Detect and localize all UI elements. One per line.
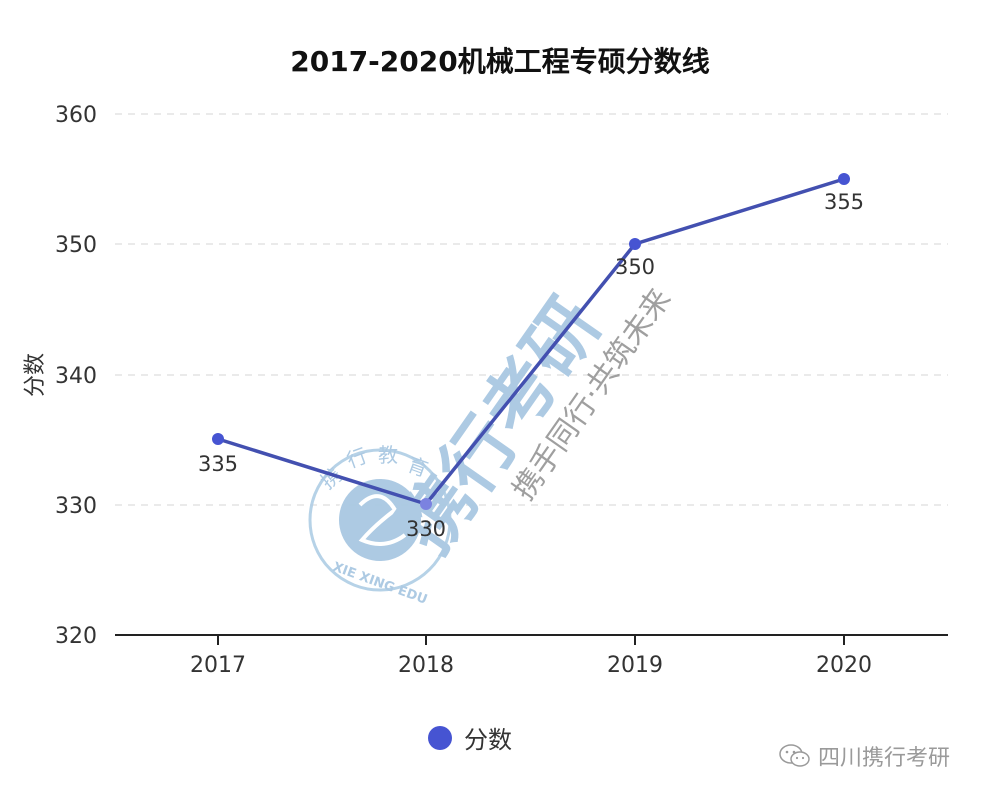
series-line: 335 330 350 355	[198, 173, 864, 541]
chart-title: 2017-2020机械工程专硕分数线	[290, 45, 710, 78]
data-point[interactable]	[629, 238, 641, 250]
footer-watermark: 四川携行考研	[778, 740, 950, 772]
legend-marker-icon	[428, 725, 452, 750]
x-tick-label: 2018	[398, 653, 454, 678]
data-label: 330	[406, 517, 446, 541]
y-tick-label: 350	[55, 233, 97, 258]
x-axis: 2017 2018 2019 2020	[115, 634, 948, 678]
legend[interactable]: 分数	[428, 720, 512, 755]
y-axis: 320 330 340 350 360 分数	[23, 103, 97, 649]
x-tick-label: 2017	[190, 653, 246, 678]
data-point[interactable]	[420, 498, 432, 510]
svg-text:行: 行	[344, 443, 371, 472]
data-point[interactable]	[212, 433, 224, 445]
svg-text:教: 教	[378, 443, 398, 467]
y-tick-label: 330	[55, 494, 97, 519]
data-point[interactable]	[838, 173, 850, 185]
data-label: 350	[615, 255, 655, 279]
data-label: 355	[824, 190, 864, 214]
legend-label: 分数	[464, 726, 512, 754]
y-tick-label: 320	[55, 624, 97, 649]
footer-text: 四川携行考研	[818, 746, 951, 771]
data-label: 335	[198, 452, 238, 476]
y-tick-label: 340	[55, 364, 97, 389]
x-tick-label: 2019	[607, 653, 663, 678]
svg-text:XIE XING EDU: XIE XING EDU	[331, 560, 430, 608]
y-tick-label: 360	[55, 103, 97, 128]
watermark: 携 行 教 育 XIE XING EDU 携行考研 携手同行·共筑未来	[308, 282, 678, 608]
wechat-icon	[779, 744, 810, 767]
x-tick-label: 2020	[816, 653, 872, 678]
y-axis-label: 分数	[23, 353, 48, 397]
